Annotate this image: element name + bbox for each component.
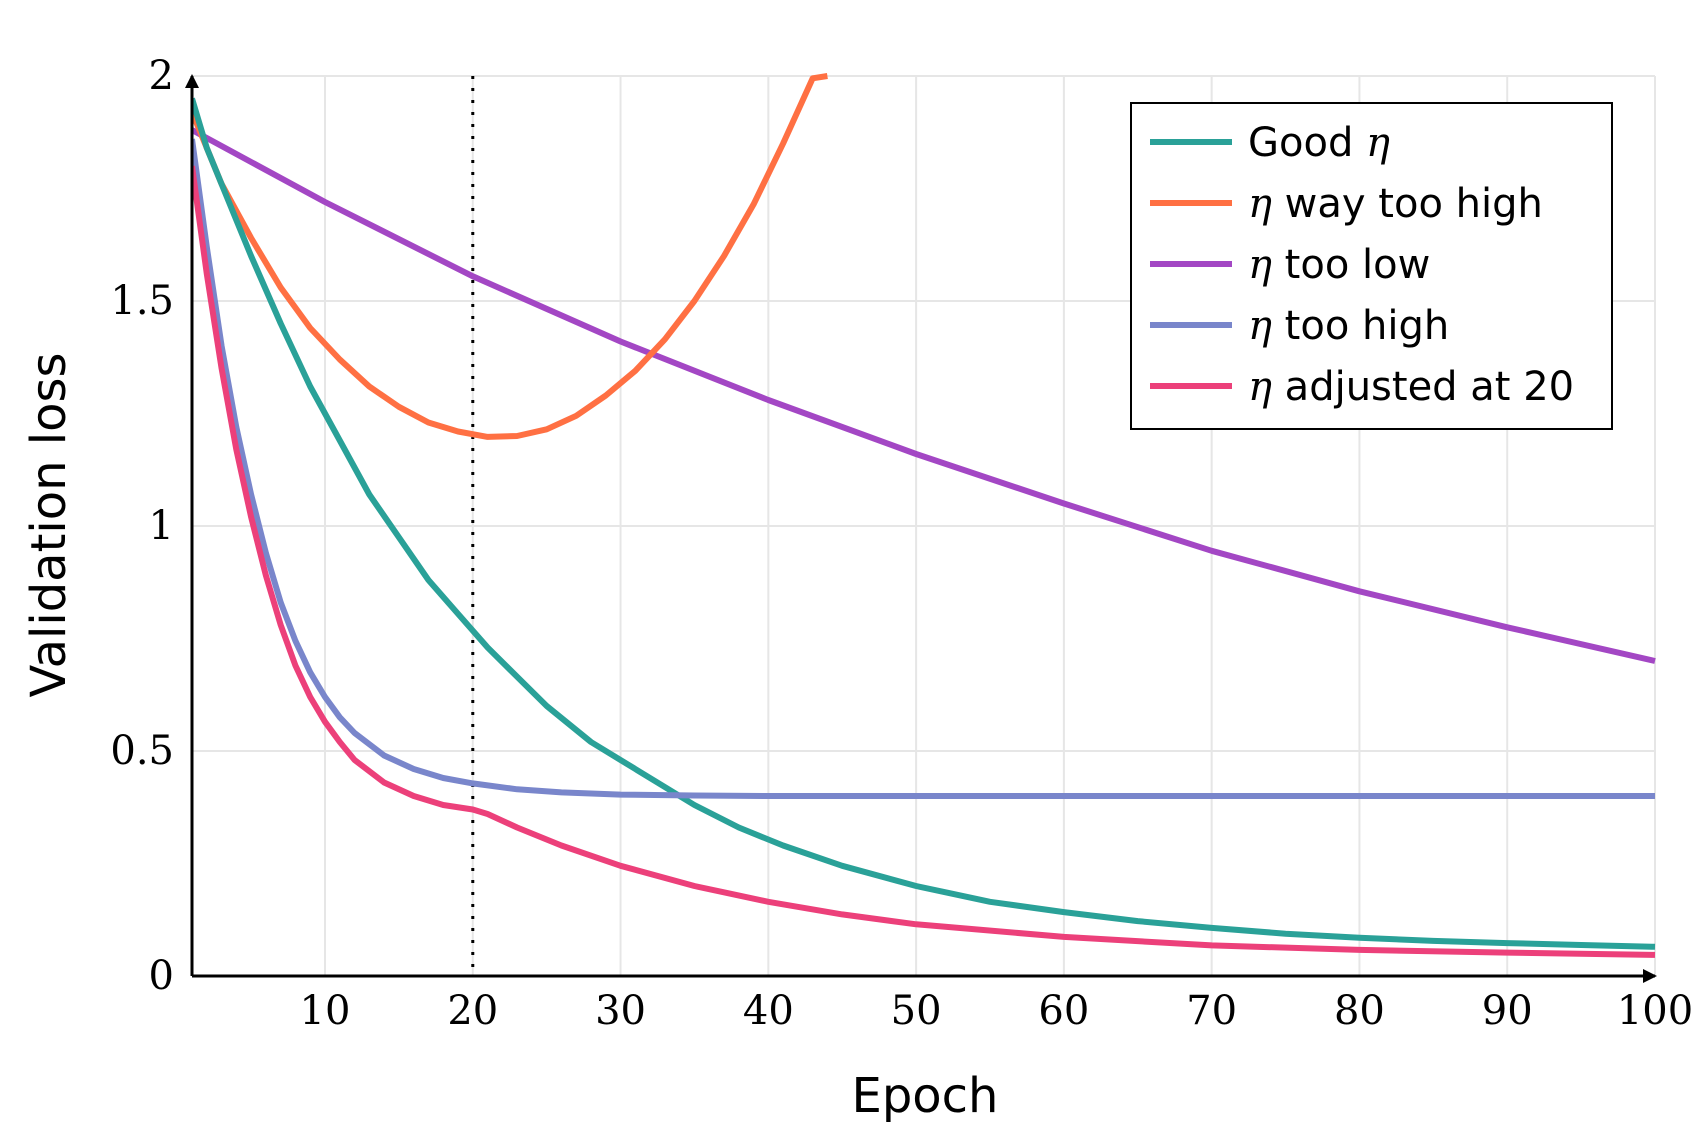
y-tick-label: 0.5 bbox=[110, 728, 174, 774]
y-axis-arrow bbox=[185, 74, 199, 88]
x-tick-label: 60 bbox=[1038, 988, 1089, 1034]
y-tick-label: 1.5 bbox=[110, 278, 174, 324]
series-line-good-eta bbox=[192, 97, 1656, 950]
x-tick-label: 30 bbox=[595, 988, 646, 1034]
legend-label: η adjusted at 20 bbox=[1248, 364, 1574, 410]
y-tick-label: 0 bbox=[149, 953, 174, 999]
x-tick-label: 80 bbox=[1334, 988, 1385, 1034]
series-line-eta-adjusted-at-20 bbox=[192, 165, 1656, 958]
legend-label: η too high bbox=[1248, 303, 1449, 349]
axes bbox=[185, 74, 1657, 983]
x-tick-label: 40 bbox=[743, 988, 794, 1034]
x-axis-title: Epoch bbox=[852, 1068, 999, 1124]
legend-label: η way too high bbox=[1248, 181, 1543, 227]
x-tick-label: 10 bbox=[300, 988, 351, 1034]
y-tick-labels: 0 0.5 1 1.5 2 bbox=[110, 53, 174, 999]
series-line-eta-way-too-high bbox=[192, 73, 828, 440]
series-group bbox=[192, 73, 1656, 958]
x-axis-arrow bbox=[1643, 969, 1657, 983]
legend-label: Good η bbox=[1248, 120, 1390, 166]
x-tick-label: 70 bbox=[1186, 988, 1237, 1034]
y-tick-label: 1 bbox=[149, 503, 174, 549]
x-tick-label: 100 bbox=[1617, 988, 1692, 1034]
legend: Good η η way too high η too low η too high η… bbox=[1130, 102, 1613, 430]
x-tick-label: 50 bbox=[891, 988, 942, 1034]
x-tick-labels: 10 20 30 40 50 60 70 80 90 100 bbox=[300, 988, 1692, 1034]
x-tick-label: 20 bbox=[447, 988, 498, 1034]
y-tick-label: 2 bbox=[149, 53, 174, 99]
y-axis-title: Validation loss bbox=[21, 353, 77, 698]
x-tick-label: 90 bbox=[1482, 988, 1533, 1034]
series-line-eta-too-high bbox=[192, 138, 1655, 799]
series-line-eta-too-low bbox=[192, 127, 1656, 664]
legend-label: η too low bbox=[1248, 242, 1430, 288]
